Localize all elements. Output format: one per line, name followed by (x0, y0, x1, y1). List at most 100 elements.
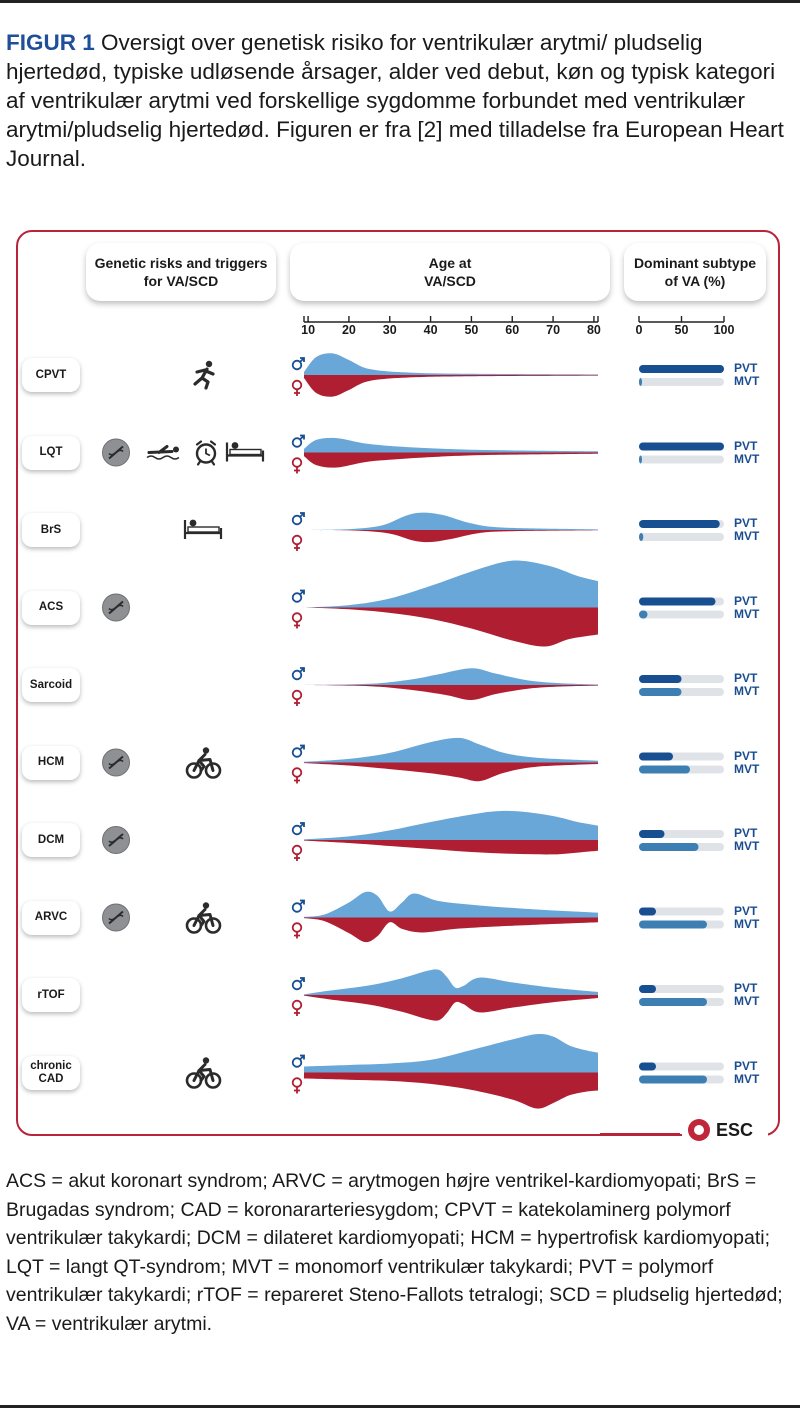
female-symbol-cross (294, 1086, 300, 1094)
male-symbol-icon (291, 592, 303, 603)
figure-label: FIGUR 1 (6, 30, 95, 55)
top-rule (0, 0, 800, 3)
swimming-icon (173, 446, 179, 453)
pvt-label: PVT (734, 748, 758, 763)
female-age-distribution (304, 607, 598, 647)
female-symbol-icon (291, 612, 303, 623)
cycling-icon-wheel (204, 917, 222, 934)
mvt-label: MVT (734, 761, 760, 776)
female-symbol-cross (294, 699, 300, 706)
row-label-cpvt: CPVT (22, 358, 80, 392)
female-age-distribution (304, 685, 598, 701)
running-icon-body (193, 367, 215, 390)
male-age-distribution (304, 810, 598, 840)
male-symbol-icon (291, 359, 303, 371)
mvt-label: MVT (734, 916, 760, 931)
swimming-icon-water (146, 455, 180, 460)
pvt-bar (639, 442, 724, 451)
male-symbol-arrow (299, 899, 305, 906)
pvt-label: PVT (734, 361, 758, 375)
male-symbol-icon (291, 824, 303, 836)
male-age-distribution (304, 891, 598, 918)
female-symbol-cross (294, 621, 300, 629)
pvt-bar (639, 830, 665, 838)
mvt-label: MVT (734, 606, 760, 621)
female-symbol-icon (291, 767, 303, 778)
age-tick-label: 50 (464, 323, 479, 337)
alarm-clock-icon-hands (205, 448, 211, 457)
mvt-bar (639, 455, 642, 464)
esc-logo: ESC (682, 1116, 768, 1144)
cycling-icon-head (202, 1057, 210, 1064)
male-symbol-icon (291, 669, 303, 681)
pvt-label: PVT (734, 593, 758, 608)
bottom-rule (0, 1405, 800, 1408)
cycling-icon-body (192, 753, 215, 772)
header-subtype: Dominant subtype of VA (%) (624, 243, 766, 301)
pvt-label: PVT (734, 516, 758, 530)
row-label-hcm: HCM (22, 745, 80, 780)
mvt-label: MVT (734, 994, 760, 1008)
pvt-label: PVT (734, 1058, 758, 1073)
age-tick-label: 20 (341, 323, 356, 337)
mvt-bar (639, 843, 699, 851)
pvt-label: PVT (734, 671, 758, 685)
dna-icon-strand (108, 759, 124, 766)
pvt-bar-track (639, 1062, 724, 1071)
header-age-text: Age at VA/SCD (424, 255, 476, 289)
pvt-bar (639, 365, 724, 373)
figure-caption: FIGUR 1 Oversigt over genetisk risiko fo… (6, 28, 798, 173)
figure-panel (16, 230, 780, 1136)
male-symbol-arrow (299, 667, 305, 673)
mvt-bar-track (639, 533, 724, 541)
male-symbol-arrow (299, 434, 305, 441)
mvt-bar (639, 1075, 707, 1084)
age-tick-label: 70 (546, 323, 561, 337)
esc-logo-text: ESC (716, 1119, 754, 1140)
row-label-rtof: rTOF (22, 978, 80, 1012)
female-age-distribution (304, 530, 598, 543)
age-tick-label: 30 (382, 323, 397, 337)
subtype-tick-label: 100 (713, 323, 735, 337)
subtype-tick-label: 50 (674, 323, 689, 337)
female-symbol-cross (294, 854, 300, 861)
mvt-label: MVT (734, 529, 760, 543)
female-symbol-icon (291, 922, 303, 933)
mvt-label: MVT (734, 839, 760, 853)
row-label-brs: BrS (22, 513, 80, 547)
row-label-arvc: ARVC (22, 900, 80, 935)
dna-icon-strand (108, 837, 124, 843)
mvt-bar-track (639, 378, 724, 386)
cycling-icon-body (192, 908, 215, 927)
female-age-distribution (304, 762, 598, 782)
age-tick-label: 80 (586, 323, 601, 337)
cycling-icon-wheel (204, 1072, 222, 1089)
mvt-bar (639, 920, 707, 929)
male-symbol-icon (291, 437, 303, 448)
header-genetic-risks: Genetic risks and triggers for VA/SCD (86, 243, 276, 301)
mvt-bar (639, 688, 682, 696)
dna-icon-strand (108, 914, 124, 921)
pvt-label: PVT (734, 826, 758, 840)
cycling-icon-head (202, 747, 210, 754)
age-tick-label: 40 (423, 323, 438, 337)
pvt-bar (639, 752, 673, 761)
female-symbol-icon (291, 689, 303, 701)
male-symbol-arrow (299, 744, 305, 751)
cycling-icon-head (202, 902, 210, 909)
female-symbol-icon (291, 1077, 303, 1088)
caption-text: Oversigt over genetisk risiko for ventri… (6, 30, 784, 171)
bed-icon-mattress (187, 526, 220, 533)
header-subtype-text: Dominant subtype of VA (%) (633, 255, 757, 289)
female-symbol-cross (294, 466, 300, 474)
heart-logo-icon (688, 1119, 710, 1141)
mvt-bar (639, 378, 642, 386)
male-symbol-icon (291, 514, 303, 526)
pvt-bar (639, 907, 656, 916)
row-label-lqt: LQT (22, 435, 80, 470)
pvt-label: PVT (734, 903, 758, 918)
male-age-distribution (304, 969, 598, 995)
male-age-distribution (304, 437, 598, 453)
bed-icon-head (231, 442, 239, 449)
